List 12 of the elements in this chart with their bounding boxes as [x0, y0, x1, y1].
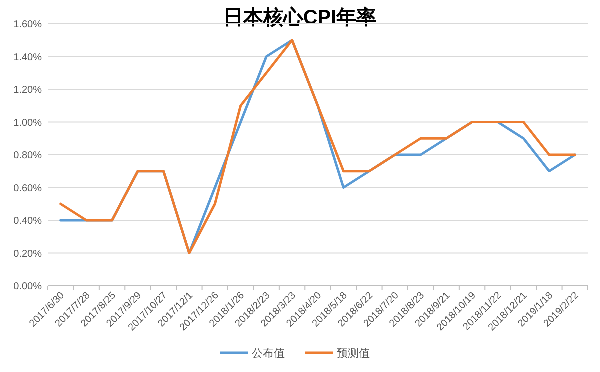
y-tick-label: 0.40% — [14, 216, 42, 227]
y-tick-label: 0.00% — [14, 282, 42, 292]
y-tick-label: 0.60% — [14, 183, 42, 194]
y-tick-label: 1.00% — [14, 118, 42, 129]
legend-label: 公布值 — [252, 348, 285, 360]
legend-label: 预测值 — [337, 348, 370, 360]
y-tick-label: 0.80% — [14, 150, 42, 162]
y-tick-label: 1.20% — [14, 85, 42, 96]
y-tick-label: 1.60% — [14, 20, 42, 30]
y-tick-label: 0.20% — [14, 248, 42, 260]
line-series — [60, 39, 576, 254]
y-tick-label: 1.40% — [14, 52, 42, 64]
